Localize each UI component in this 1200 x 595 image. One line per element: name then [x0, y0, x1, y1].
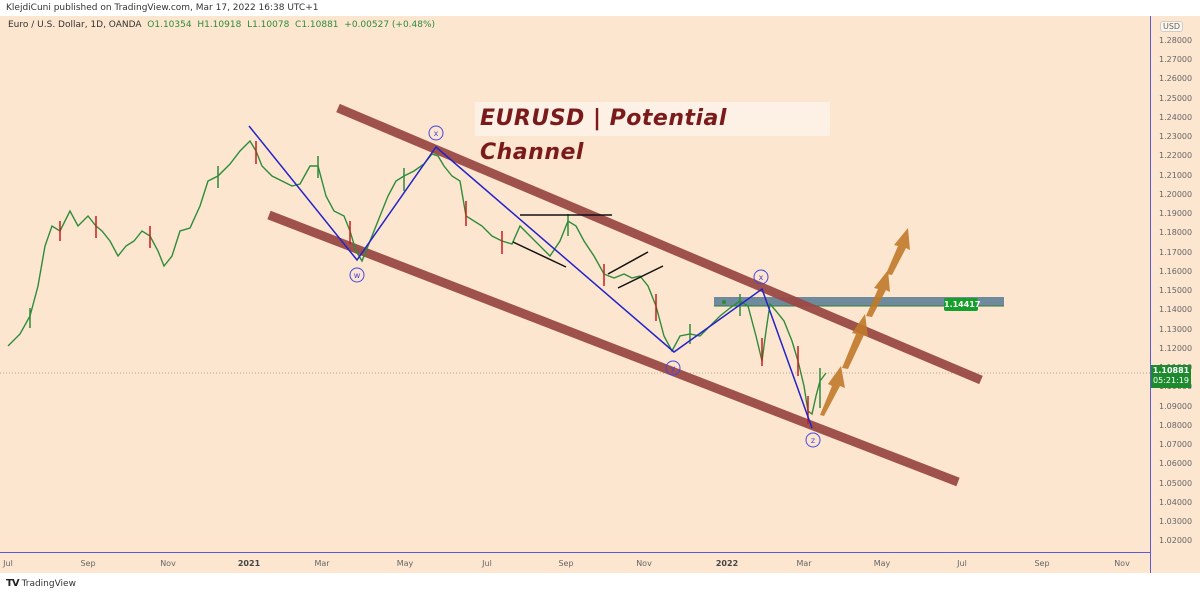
close-value: C1.10881 [295, 20, 339, 30]
x-tick: Sep [1034, 559, 1050, 568]
symbol-label: Euro / U.S. Dollar, 1D, OANDA [8, 20, 142, 30]
chart-area[interactable]: w x y x z Euro / U.S. Dollar, 1D, OANDA … [0, 16, 1200, 573]
y-tick: 1.21000 [1159, 171, 1193, 180]
currency-button[interactable]: USD [1160, 21, 1184, 32]
y-tick: 1.27000 [1159, 55, 1193, 64]
high-value: H1.10918 [197, 20, 242, 30]
y-tick: 1.04000 [1159, 498, 1193, 507]
svg-text:x: x [434, 129, 439, 138]
ohlc-legend: Euro / U.S. Dollar, 1D, OANDA O1.10354 H… [8, 20, 435, 30]
channel-upper [336, 103, 983, 385]
x-tick: Jul [482, 559, 492, 568]
y-tick: 1.07000 [1159, 440, 1193, 449]
svg-text:w: w [354, 271, 361, 280]
x-tick: Sep [558, 559, 574, 568]
tradingview-logo-icon: TV [6, 578, 20, 589]
y-tick: 1.24000 [1159, 113, 1193, 122]
y-tick: 1.28000 [1159, 36, 1193, 45]
resistance-level-tag: 1.14417 [944, 298, 981, 311]
time-axis[interactable]: Jul Sep Nov 2021 Mar May Jul Sep Nov 202… [0, 552, 1150, 574]
y-tick: 1.05000 [1159, 479, 1193, 488]
y-tick: 1.25000 [1159, 94, 1193, 103]
y-tick: 1.14000 [1159, 305, 1193, 314]
bar-countdown: 05:21:19 [1153, 376, 1189, 385]
x-tick: Mar [314, 559, 330, 568]
y-tick: 1.16000 [1159, 267, 1193, 276]
low-value: L1.10078 [247, 20, 290, 30]
wave-labels: w x y x z [349, 125, 821, 448]
resistance-zone [714, 297, 1004, 306]
x-tick: May [396, 559, 414, 568]
x-tick: Nov [1114, 559, 1130, 568]
x-tick: May [873, 559, 891, 568]
y-tick: 1.12000 [1159, 344, 1193, 353]
x-tick: Nov [636, 559, 652, 568]
change-value: +0.00527 (+0.48%) [344, 20, 436, 30]
y-tick: 1.23000 [1159, 132, 1193, 141]
publish-info: KlejdiCuni published on TradingView.com,… [6, 3, 319, 13]
candles [29, 141, 821, 424]
svg-text:x: x [759, 273, 764, 282]
channel-lower [267, 210, 960, 487]
y-tick: 1.13000 [1159, 325, 1193, 334]
x-tick: Sep [80, 559, 96, 568]
svg-text:y: y [671, 364, 676, 373]
y-tick: 1.15000 [1159, 286, 1193, 295]
footer: TV TradingView [6, 578, 76, 589]
footer-brand: TradingView [21, 578, 76, 589]
price-plot[interactable]: w x y x z [0, 16, 1150, 552]
y-tick: 1.26000 [1159, 74, 1193, 83]
open-value: O1.10354 [147, 20, 192, 30]
svg-text:z: z [811, 436, 815, 445]
annotation-title: EURUSD | Potential Channel [480, 106, 727, 165]
x-tick: Nov [160, 559, 176, 568]
y-tick: 1.17000 [1159, 248, 1193, 257]
current-price-tag: 1.10881 05:21:19 [1151, 365, 1191, 388]
y-tick: 1.03000 [1159, 517, 1193, 526]
y-tick: 1.08000 [1159, 421, 1193, 430]
y-tick: 1.19000 [1159, 209, 1193, 218]
x-tick: 2022 [715, 559, 739, 568]
x-tick: Jul [957, 559, 967, 568]
y-tick: 1.18000 [1159, 228, 1193, 237]
y-tick: 1.20000 [1159, 190, 1193, 199]
y-tick: 1.09000 [1159, 402, 1193, 411]
x-tick: 2021 [237, 559, 261, 568]
y-tick: 1.02000 [1159, 536, 1193, 545]
y-tick: 1.06000 [1159, 459, 1193, 468]
y-tick: 1.22000 [1159, 151, 1193, 160]
projection-arrows [820, 228, 910, 416]
annotation-title-box: EURUSD | Potential Channel [475, 102, 830, 165]
x-tick: Mar [796, 559, 812, 568]
current-price: 1.10881 [1152, 366, 1190, 375]
x-tick: Jul [3, 559, 13, 568]
price-axis[interactable]: 1.28000 1.27000 1.26000 1.25000 1.24000 … [1150, 16, 1200, 573]
wave-lines [248, 125, 813, 429]
